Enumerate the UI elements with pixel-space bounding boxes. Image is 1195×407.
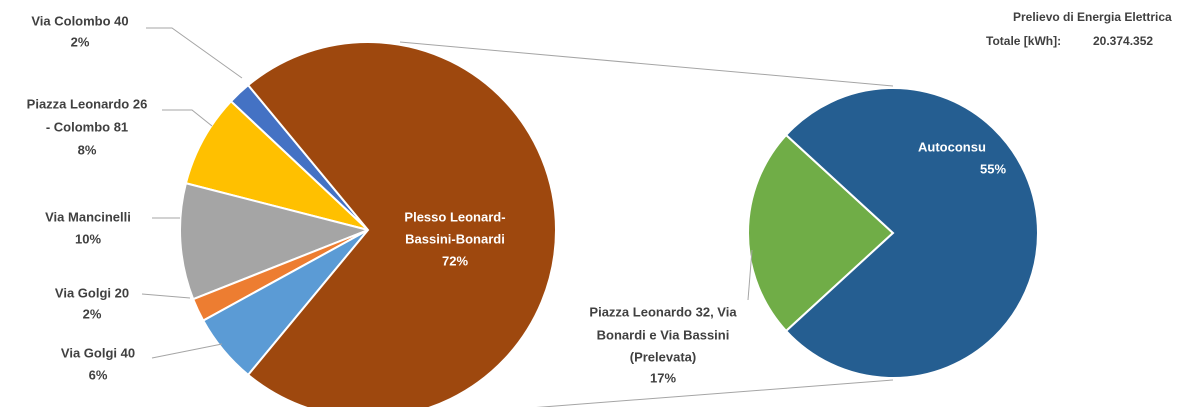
slice-value: 17% (650, 370, 676, 385)
leader-line (747, 249, 753, 301)
pie-slice (784, 87, 1039, 379)
leader-line (146, 27, 243, 79)
pie-slice (179, 182, 372, 301)
slice-label: Via Golgi 40 (61, 345, 135, 360)
leader-line (141, 293, 191, 299)
annotation-value: 20.374.352 (1093, 34, 1153, 48)
slice-value: 6% (89, 367, 108, 382)
leader-line (162, 109, 213, 127)
pie-slice (246, 41, 557, 407)
slice-label: Via Mancinelli (45, 209, 131, 224)
slice-label: Plesso Leonard- (404, 209, 505, 224)
slice-value: 2% (71, 34, 90, 49)
annotation: Totale [kWh]: (986, 34, 1061, 48)
slice-value: 10% (75, 231, 101, 246)
slice-value: 72% (442, 253, 468, 268)
slice-label: Piazza Leonardo 26 (27, 96, 148, 111)
slice-label: (Prelevata) (630, 349, 696, 364)
leader-line (151, 343, 223, 359)
connector (536, 379, 894, 407)
pie-slice (747, 133, 895, 333)
slice-value: 55% (980, 161, 1006, 176)
slice-label: Via Golgi 20 (55, 285, 129, 300)
annotation: Prelievo di Energia Elettrica (1013, 10, 1172, 24)
slice-label: Piazza Leonardo 32, Via (589, 304, 737, 319)
slice-label: - Colombo 81 (46, 119, 128, 134)
slice-value: 8% (78, 142, 97, 157)
slice-label: Bonardi e Via Bassini (597, 327, 730, 342)
slice-label: Via Colombo 40 (31, 13, 128, 28)
slice-value: 2% (83, 306, 102, 321)
pie-slice (184, 99, 369, 231)
connector (399, 41, 894, 87)
slice-label: Bassini-Bonardi (405, 231, 505, 246)
slice-label: Autoconsu (918, 139, 986, 154)
